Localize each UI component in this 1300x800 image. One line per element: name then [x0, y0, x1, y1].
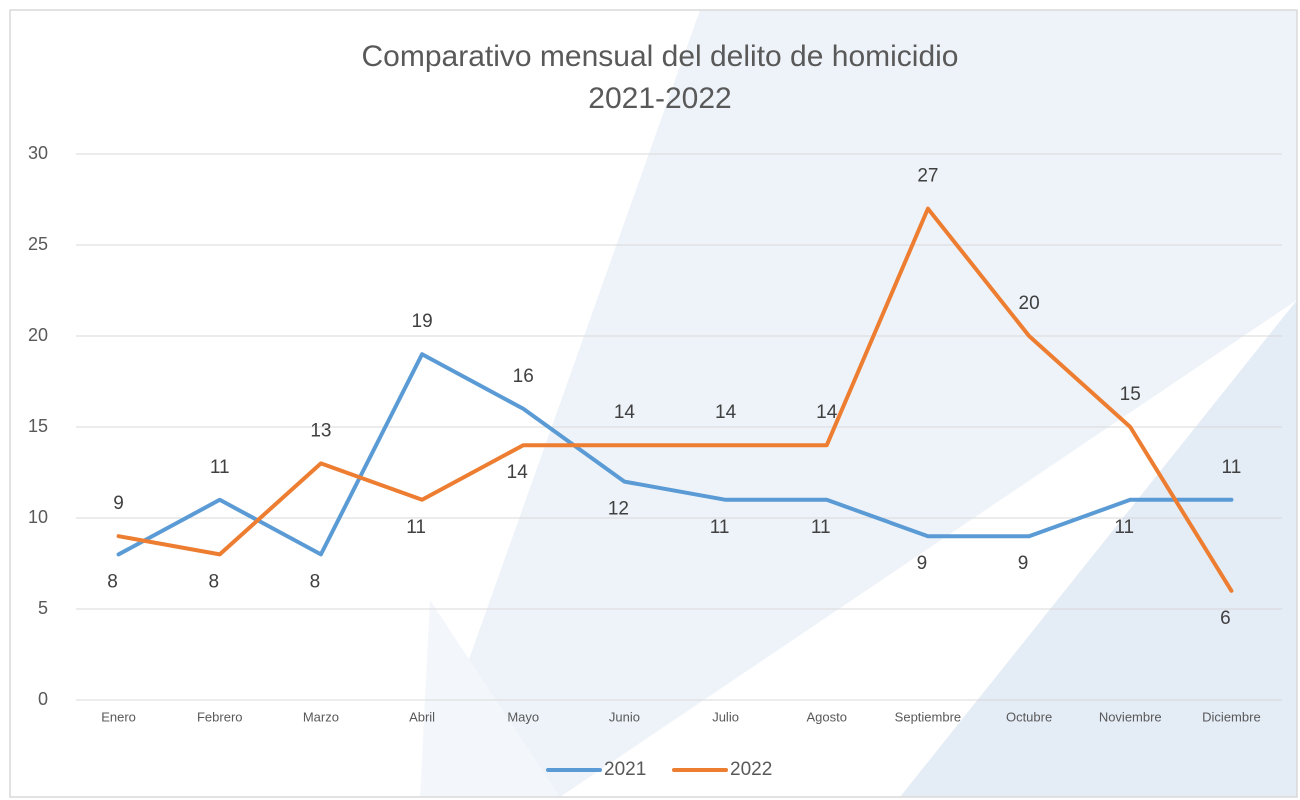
x-tick-label: Septiembre [895, 709, 961, 724]
data-label: 8 [310, 571, 321, 592]
y-tick-label: 30 [28, 143, 48, 163]
x-tick-label: Agosto [807, 709, 847, 724]
legend-label: 2022 [730, 759, 772, 780]
data-label: 11 [1222, 457, 1242, 478]
data-label: 8 [107, 571, 118, 592]
data-label: 27 [917, 166, 938, 187]
data-label: 6 [1220, 608, 1231, 629]
data-label: 11 [710, 517, 730, 538]
x-tick-label: Abril [409, 709, 435, 724]
legend-label: 2021 [604, 759, 646, 780]
data-label: 8 [208, 571, 219, 592]
x-tick-label: Mayo [507, 709, 539, 724]
data-label: 11 [811, 517, 831, 538]
x-tick-label: Febrero [197, 709, 243, 724]
data-label: 11 [406, 517, 426, 538]
data-label: 11 [1114, 517, 1134, 538]
data-label: 9 [1018, 553, 1029, 574]
data-label: 14 [507, 462, 529, 483]
y-tick-label: 0 [38, 689, 48, 709]
y-tick-label: 15 [28, 416, 48, 436]
x-tick-label: Noviembre [1099, 709, 1162, 724]
series-line [116, 206, 1234, 593]
data-label: 9 [917, 553, 928, 574]
x-tick-label: Enero [101, 709, 136, 724]
data-label: 16 [513, 366, 534, 387]
x-tick-label: Julio [712, 709, 739, 724]
data-label: 11 [210, 457, 230, 478]
data-label: 19 [412, 311, 433, 332]
data-label: 12 [608, 499, 629, 520]
background-shape [900, 300, 1297, 797]
chart-border [9, 9, 1298, 798]
data-label: 14 [715, 402, 737, 423]
y-tick-label: 20 [28, 325, 48, 345]
background-shape [420, 600, 560, 797]
data-label: 13 [310, 420, 331, 441]
data-label: 14 [816, 402, 838, 423]
chart-subtitle: 2021-2022 [588, 82, 731, 115]
data-label: 14 [614, 402, 636, 423]
data-label: 9 [113, 493, 124, 514]
y-tick-label: 10 [28, 507, 48, 527]
series-line [116, 352, 1234, 557]
background-shape [420, 10, 1297, 797]
data-label: 20 [1019, 293, 1040, 314]
x-tick-label: Marzo [303, 709, 339, 724]
x-tick-label: Octubre [1006, 709, 1052, 724]
x-tick-label: Junio [609, 709, 640, 724]
x-tick-label: Diciembre [1202, 709, 1261, 724]
y-tick-label: 5 [38, 598, 48, 618]
chart-title: Comparativo mensual del delito de homici… [362, 40, 959, 73]
y-tick-label: 25 [28, 234, 48, 254]
data-label: 15 [1120, 384, 1141, 405]
